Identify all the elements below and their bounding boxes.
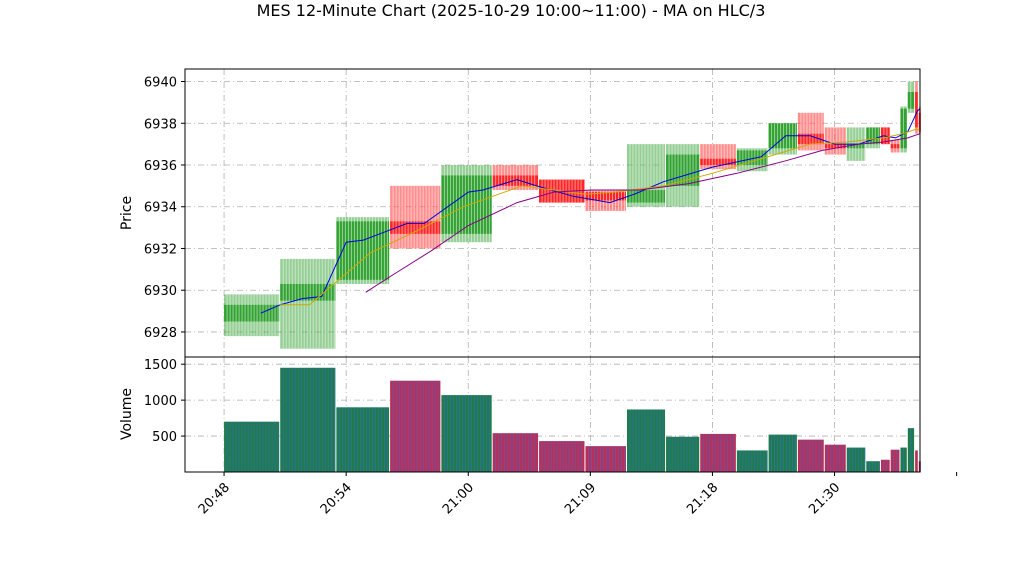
volume-bar <box>626 409 666 472</box>
volume-bar <box>585 446 626 472</box>
price-y-axis: 6928 6930 6932 6934 6936 6938 6940 <box>144 76 185 341</box>
candle <box>666 144 700 207</box>
volume-bar-body <box>441 395 492 472</box>
price-tick-label: 6940 <box>144 76 177 91</box>
volume-bar-body <box>539 441 585 472</box>
volume-bar <box>736 450 768 472</box>
volume-bar-body <box>280 367 336 472</box>
x-tick-label: 21:00 <box>440 480 477 517</box>
ma-line-ma-slow <box>365 133 921 293</box>
candle-body <box>224 304 280 322</box>
volume-bar <box>666 436 700 472</box>
volume-bar-body <box>666 436 700 472</box>
candle <box>768 123 797 155</box>
volume-bar-body <box>492 433 539 472</box>
candle-body <box>390 221 441 234</box>
volume-bar <box>846 447 866 472</box>
price-candles <box>224 81 921 349</box>
volume-tick-label: 500 <box>152 430 177 445</box>
x-tick-label: 20:48 <box>196 480 233 517</box>
volume-bar-body <box>880 459 890 472</box>
volume-y-axis: 500 1000 1500 <box>144 358 185 445</box>
price-tick-label: 6938 <box>144 117 177 132</box>
candle <box>390 185 441 249</box>
volume-bar <box>797 439 824 472</box>
x-tick-label: 21:18 <box>684 480 721 517</box>
volume-axis-label: Volume <box>119 388 135 440</box>
volume-bar <box>880 459 890 472</box>
x-tick-label: 21:30 <box>806 480 843 517</box>
volume-bar <box>390 380 441 472</box>
price-axis-label: Price <box>119 196 135 230</box>
volume-plot-frame <box>184 356 921 473</box>
candle <box>336 217 390 284</box>
price-tick-label: 6930 <box>144 284 177 299</box>
ma-line-ma-mid <box>280 129 920 306</box>
candle-body <box>824 144 846 149</box>
volume-bar-body <box>824 444 846 472</box>
candle-body <box>915 91 918 128</box>
moving-averages <box>260 108 921 314</box>
candle-wick-band <box>797 112 824 151</box>
candle <box>907 81 915 113</box>
candle <box>492 165 539 191</box>
volume-bar-body <box>585 446 626 472</box>
volume-bar <box>915 450 918 472</box>
candle-body <box>492 175 539 186</box>
volume-bar <box>441 395 492 472</box>
price-tick-label: 6932 <box>144 242 177 257</box>
candle-body <box>441 175 492 234</box>
volume-bar-body <box>390 380 441 472</box>
x-tick-label: 21:09 <box>562 480 599 517</box>
candle <box>626 144 666 207</box>
candle-wick-band <box>280 258 336 349</box>
volume-bar-body <box>890 449 900 472</box>
candle <box>797 112 824 151</box>
candle <box>441 165 492 243</box>
volume-bar-body <box>915 450 918 472</box>
candle <box>900 106 907 153</box>
price-tick-label: 6936 <box>144 159 177 174</box>
candle <box>824 127 846 155</box>
volume-bar <box>280 367 336 472</box>
candle-body <box>890 144 900 149</box>
volume-tick-label: 1000 <box>144 394 177 409</box>
candle <box>280 258 336 349</box>
volume-bar <box>224 421 280 472</box>
volume-bar-body <box>866 461 880 472</box>
volume-bar-body <box>224 421 280 472</box>
chart-title: MES 12-Minute Chart (2025-10-29 10:00~11… <box>257 1 766 20</box>
price-tick-label: 6934 <box>144 201 177 216</box>
candle <box>736 148 768 172</box>
candle <box>585 190 626 211</box>
volume-bar <box>700 433 736 472</box>
candle-body <box>585 192 626 201</box>
volume-bar <box>539 441 585 472</box>
candle <box>224 294 280 337</box>
volume-bar <box>824 444 846 472</box>
volume-bar-body <box>768 434 797 472</box>
price-tick-label: 6928 <box>144 326 177 341</box>
candle <box>915 81 918 134</box>
price-panel: 6928 6930 6932 6934 6936 6938 6940 Price <box>119 68 921 358</box>
candle-body <box>797 133 824 145</box>
volume-bar-body <box>797 439 824 472</box>
volume-panel: 500 1000 1500 Volume <box>119 356 921 473</box>
volume-tick-label: 1500 <box>144 358 177 373</box>
x-axis: 20:48 20:54 21:00 21:09 21:18 21:30 <box>196 472 958 517</box>
x-tick-label: 20:54 <box>318 480 355 517</box>
volume-bars <box>224 367 921 472</box>
volume-bar <box>768 434 797 472</box>
volume-bar <box>336 407 390 472</box>
volume-bar <box>907 428 915 472</box>
volume-bar <box>492 433 539 472</box>
volume-bar <box>900 447 907 472</box>
candle <box>890 139 900 153</box>
volume-bar <box>890 449 900 472</box>
volume-bar <box>866 461 880 472</box>
